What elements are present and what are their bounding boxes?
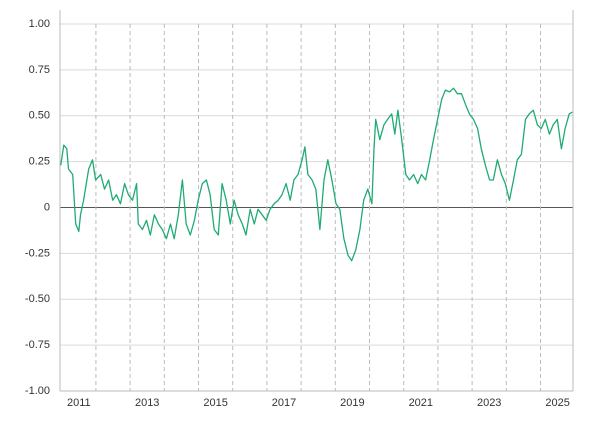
x-tick-label: 2023 <box>477 397 501 409</box>
y-tick-label: 0 <box>44 201 50 213</box>
y-tick-label: -0.25 <box>25 247 50 259</box>
x-tick-label: 2011 <box>67 397 91 409</box>
x-tick-label: 2013 <box>135 397 159 409</box>
y-tick-label: 0.50 <box>29 110 50 122</box>
y-tick-label: 0.25 <box>29 156 50 168</box>
x-tick-label: 2017 <box>272 397 296 409</box>
y-tick-label: -0.75 <box>25 339 50 351</box>
y-tick-label: 1.00 <box>29 18 50 30</box>
x-tick-label: 2021 <box>409 397 433 409</box>
x-tick-label: 2025 <box>545 397 569 409</box>
y-tick-label: -0.50 <box>25 293 50 305</box>
y-tick-label: 0.75 <box>29 64 50 76</box>
x-tick-label: 2015 <box>203 397 227 409</box>
x-tick-label: 2019 <box>340 397 364 409</box>
line-series <box>60 87 573 262</box>
y-tick-label: -1.00 <box>25 385 50 397</box>
